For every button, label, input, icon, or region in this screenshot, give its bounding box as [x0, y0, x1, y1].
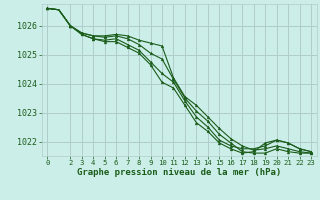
X-axis label: Graphe pression niveau de la mer (hPa): Graphe pression niveau de la mer (hPa): [77, 168, 281, 177]
